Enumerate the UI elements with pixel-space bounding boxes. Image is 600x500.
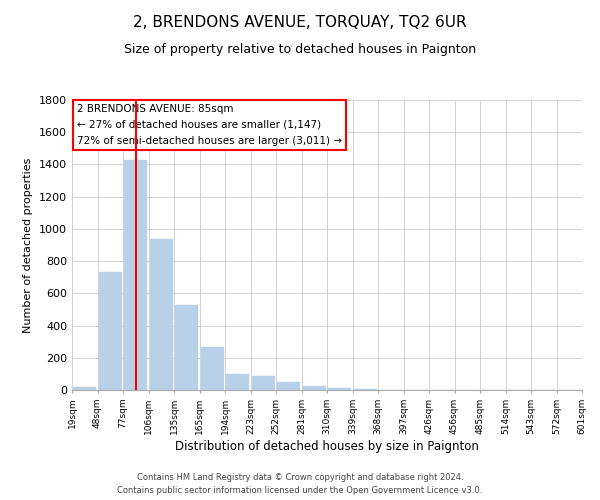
- Bar: [201, 346, 224, 390]
- Y-axis label: Number of detached properties: Number of detached properties: [23, 158, 34, 332]
- X-axis label: Distribution of detached houses by size in Paignton: Distribution of detached houses by size …: [175, 440, 479, 452]
- Bar: [277, 382, 300, 390]
- Bar: [175, 304, 198, 390]
- Bar: [226, 374, 249, 390]
- Text: Contains HM Land Registry data © Crown copyright and database right 2024.
Contai: Contains HM Land Registry data © Crown c…: [118, 474, 482, 495]
- Bar: [124, 160, 147, 390]
- Text: 2, BRENDONS AVENUE, TORQUAY, TQ2 6UR: 2, BRENDONS AVENUE, TORQUAY, TQ2 6UR: [133, 15, 467, 30]
- Bar: [252, 376, 275, 390]
- Text: Size of property relative to detached houses in Paignton: Size of property relative to detached ho…: [124, 42, 476, 56]
- Bar: [73, 387, 96, 390]
- Text: 2 BRENDONS AVENUE: 85sqm
← 27% of detached houses are smaller (1,147)
72% of sem: 2 BRENDONS AVENUE: 85sqm ← 27% of detach…: [77, 104, 342, 146]
- Bar: [354, 389, 377, 390]
- Bar: [303, 386, 326, 390]
- Bar: [328, 388, 351, 390]
- Bar: [99, 272, 122, 390]
- Bar: [150, 240, 173, 390]
